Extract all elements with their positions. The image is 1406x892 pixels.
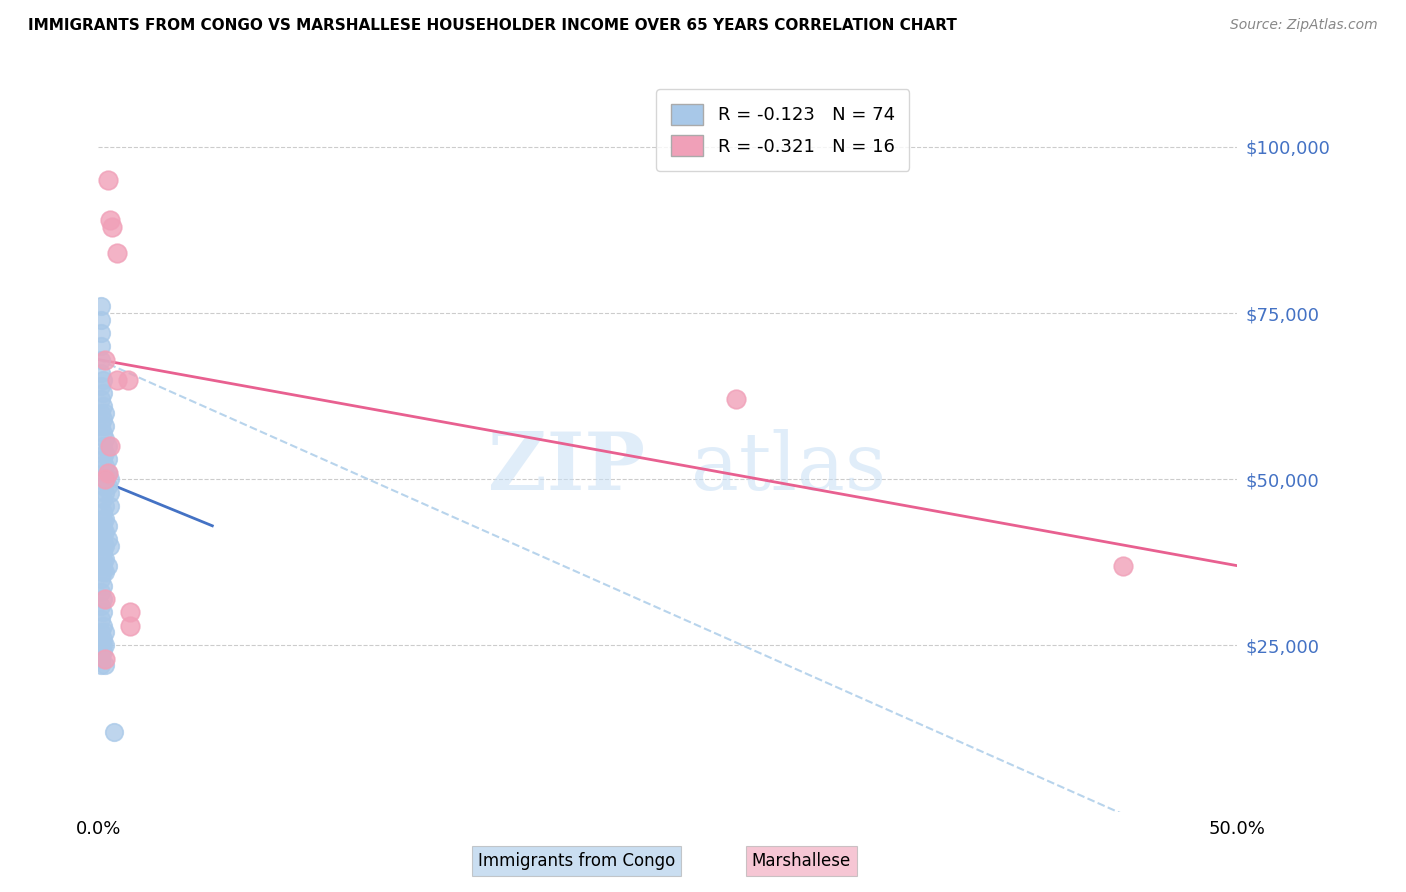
Text: Immigrants from Congo: Immigrants from Congo [478, 852, 675, 870]
Point [94, 658, 117, 673]
Point [90, 652, 112, 666]
Point [90, 352, 112, 367]
Point [90, 599, 112, 613]
Point [94, 445, 117, 459]
Point [94, 472, 117, 486]
Point [98, 439, 121, 453]
Point [91, 632, 114, 646]
Point [90, 406, 112, 420]
Point [90, 339, 112, 353]
Point [90, 612, 112, 626]
Point [94, 552, 117, 566]
Text: atlas: atlas [690, 429, 886, 507]
Point [91, 579, 114, 593]
Point [91, 452, 114, 467]
Point [91, 645, 114, 659]
Point [94, 433, 117, 447]
Point [94, 499, 117, 513]
Point [96, 479, 118, 493]
Point [91, 425, 114, 440]
Legend: R = -0.123   N = 74, R = -0.321   N = 16: R = -0.123 N = 74, R = -0.321 N = 16 [657, 89, 910, 170]
Point [103, 725, 125, 739]
Point [90, 312, 112, 326]
Point [94, 352, 117, 367]
Point [90, 366, 112, 380]
Point [105, 372, 128, 386]
Point [94, 625, 117, 640]
Point [91, 605, 114, 619]
Point [90, 585, 112, 599]
Point [725, 392, 748, 407]
Point [94, 485, 117, 500]
Point [94, 652, 117, 666]
Point [91, 591, 114, 606]
Point [90, 379, 112, 393]
Point [91, 399, 114, 413]
Point [91, 566, 114, 580]
Point [96, 439, 118, 453]
Point [90, 326, 112, 340]
Point [90, 658, 112, 673]
Point [91, 525, 114, 540]
Point [94, 472, 117, 486]
Point [94, 525, 117, 540]
Point [91, 552, 114, 566]
Point [96, 532, 118, 546]
Point [117, 372, 139, 386]
Point [91, 412, 114, 426]
Point [1112, 558, 1135, 573]
Point [91, 539, 114, 553]
Point [90, 419, 112, 434]
Point [98, 499, 121, 513]
Point [98, 539, 121, 553]
Point [91, 466, 114, 480]
Point [96, 466, 118, 480]
Point [91, 439, 114, 453]
Point [96, 452, 118, 467]
Point [98, 472, 121, 486]
Point [94, 591, 117, 606]
Point [94, 458, 117, 473]
Point [91, 545, 114, 559]
Point [94, 566, 117, 580]
Point [96, 558, 118, 573]
Point [91, 492, 114, 507]
Point [94, 419, 117, 434]
Point [91, 532, 114, 546]
Point [91, 558, 114, 573]
Point [91, 512, 114, 526]
Point [90, 572, 112, 586]
Point [94, 512, 117, 526]
Point [96, 173, 118, 187]
Text: Marshallese: Marshallese [752, 852, 851, 870]
Text: IMMIGRANTS FROM CONGO VS MARSHALLESE HOUSEHOLDER INCOME OVER 65 YEARS CORRELATIO: IMMIGRANTS FROM CONGO VS MARSHALLESE HOU… [28, 18, 957, 33]
Point [91, 385, 114, 400]
Point [98, 485, 121, 500]
Point [96, 518, 118, 533]
Point [98, 213, 121, 227]
Point [105, 246, 128, 260]
Point [91, 618, 114, 632]
Point [91, 506, 114, 520]
Point [94, 539, 117, 553]
Text: Source: ZipAtlas.com: Source: ZipAtlas.com [1230, 18, 1378, 32]
Point [120, 618, 142, 632]
Text: ZIP: ZIP [488, 429, 645, 507]
Point [91, 372, 114, 386]
Point [90, 299, 112, 313]
Point [120, 605, 142, 619]
Point [91, 518, 114, 533]
Point [91, 479, 114, 493]
Point [94, 639, 117, 653]
Point [94, 406, 117, 420]
Point [96, 466, 118, 480]
Point [90, 625, 112, 640]
Point [90, 645, 112, 659]
Point [101, 219, 124, 234]
Point [90, 639, 112, 653]
Point [91, 639, 114, 653]
Point [90, 392, 112, 407]
